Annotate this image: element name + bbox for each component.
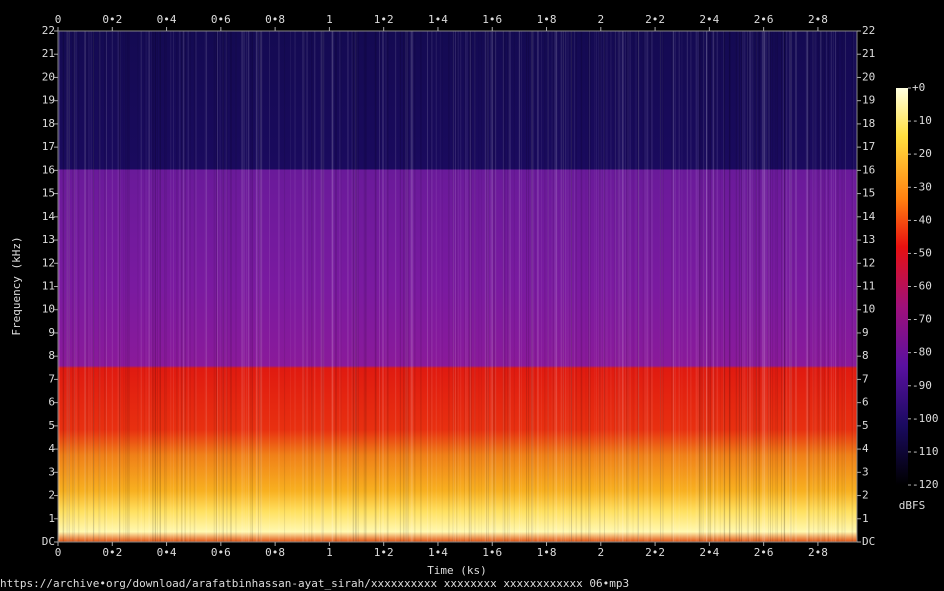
y-tick-label: 5	[862, 419, 869, 432]
y-tick-label: 1	[48, 512, 55, 525]
spectrogram	[58, 31, 857, 542]
y-tick-label: 3	[48, 465, 55, 478]
colorbar-tick-label: -70	[912, 313, 932, 326]
y-tick-label: 7	[48, 372, 55, 385]
colorbar	[896, 88, 908, 485]
y-tick-label: 21	[42, 47, 55, 60]
colorbar-tick-label: -60	[912, 280, 932, 293]
y-tick-label: 3	[862, 465, 869, 478]
x-tick-label: 1•8	[537, 13, 557, 26]
x-tick-label: 1•2	[374, 13, 394, 26]
x-tick-label: 1•4	[428, 546, 448, 559]
x-tick-label: 2•6	[754, 13, 774, 26]
y-tick-label: 10	[42, 303, 55, 316]
colorbar-tick-label: -10	[912, 114, 932, 127]
source-url: https://archive•org/download/arafatbinha…	[0, 577, 629, 590]
y-tick-label: 15	[42, 187, 55, 200]
x-tick-label: 1•6	[482, 13, 502, 26]
y-tick-label: 22	[42, 24, 55, 37]
x-tick-label: 0•6	[211, 546, 231, 559]
y-tick-label: 16	[42, 163, 55, 176]
x-tick-label: 0•4	[157, 546, 177, 559]
x-tick-label: 1	[326, 13, 333, 26]
y-tick-label: 7	[862, 372, 869, 385]
y-tick-label: 8	[48, 349, 55, 362]
y-tick-label: 12	[42, 256, 55, 269]
x-axis-label: Time (ks)	[427, 564, 487, 577]
y-tick-label: 14	[42, 210, 56, 223]
y-tick-label: 20	[862, 70, 875, 83]
x-tick-label: 2•8	[808, 13, 828, 26]
y-tick-label: 6	[862, 396, 869, 409]
colorbar-tick-label: -20	[912, 147, 932, 160]
y-tick-label: 4	[862, 442, 869, 455]
spectrogram-texture	[57, 31, 855, 542]
y-tick-label: 11	[862, 280, 875, 293]
x-tick-label: 2•6	[754, 546, 774, 559]
x-tick-label: 2•8	[808, 546, 828, 559]
colorbar-tick-label: -30	[912, 180, 932, 193]
y-tick-label: 6	[48, 396, 55, 409]
y-tick-label: DC	[862, 535, 875, 548]
y-tick-label: 9	[862, 326, 869, 339]
colorbar-tick-label: -100	[912, 412, 939, 425]
colorbar-tick-label: -50	[912, 246, 932, 259]
y-tick-label: 2	[862, 489, 869, 502]
y-tick-label: 11	[42, 280, 55, 293]
colorbar-tick-label: -90	[912, 379, 932, 392]
x-tick-label: 0	[55, 546, 62, 559]
x-tick-label: 0•8	[265, 13, 285, 26]
y-tick-label: 17	[42, 140, 55, 153]
x-tick-label: 1•8	[537, 546, 557, 559]
x-tick-label: 0	[55, 13, 62, 26]
x-tick-label: 2•4	[699, 13, 719, 26]
y-tick-label: 5	[48, 419, 55, 432]
y-tick-label: 18	[42, 117, 55, 130]
x-tick-label: 0•6	[211, 13, 231, 26]
y-tick-label: 17	[862, 140, 875, 153]
x-tick-label: 1•6	[482, 546, 502, 559]
y-tick-label: 19	[862, 94, 875, 107]
y-tick-label: 19	[42, 94, 55, 107]
x-tick-label: 2	[597, 13, 604, 26]
x-tick-label: 0•4	[157, 13, 177, 26]
y-tick-label: 1	[862, 512, 869, 525]
x-tick-label: 0•2	[102, 546, 122, 559]
x-tick-label: 0•2	[102, 13, 122, 26]
x-tick-label: 0•8	[265, 546, 285, 559]
y-tick-label: 9	[48, 326, 55, 339]
y-axis-label: Frequency (kHz)	[10, 236, 23, 335]
x-tick-label: 1•4	[428, 13, 448, 26]
x-tick-label: 2	[597, 546, 604, 559]
colorbar-tick-label: -40	[912, 213, 932, 226]
y-tick-label: 13	[42, 233, 55, 246]
y-tick-label: 4	[48, 442, 55, 455]
y-tick-label: 20	[42, 70, 55, 83]
y-tick-label: 18	[862, 117, 875, 130]
y-tick-label: DC	[42, 535, 55, 548]
y-tick-label: 13	[862, 233, 875, 246]
x-tick-label: 1•2	[374, 546, 394, 559]
x-tick-label: 1	[326, 546, 333, 559]
colorbar-tick-label: +0	[912, 81, 925, 94]
x-tick-label: 2•2	[645, 13, 665, 26]
y-tick-label: 12	[862, 256, 875, 269]
y-tick-label: 14	[862, 210, 876, 223]
x-tick-label: 2•2	[645, 546, 665, 559]
y-tick-label: 22	[862, 24, 875, 37]
colorbar-tick-label: -110	[912, 445, 939, 458]
x-tick-label: 2•4	[699, 546, 719, 559]
y-tick-label: 16	[862, 163, 875, 176]
y-tick-label: 2	[48, 489, 55, 502]
y-tick-label: 15	[862, 187, 875, 200]
y-tick-label: 8	[862, 349, 869, 362]
colorbar-tick-label: -120	[912, 478, 939, 491]
y-tick-label: 21	[862, 47, 875, 60]
colorbar-label: dBFS	[899, 499, 926, 512]
y-tick-label: 10	[862, 303, 875, 316]
colorbar-tick-label: -80	[912, 346, 932, 359]
